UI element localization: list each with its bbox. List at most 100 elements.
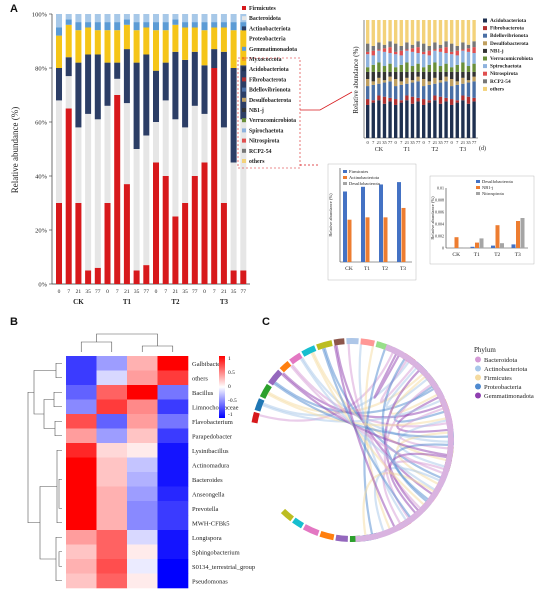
inset-top-bar-segment [438, 80, 443, 83]
panel-a-group-label: CK [73, 298, 84, 306]
inset-top-bar-segment [394, 99, 398, 105]
inset-top-bar-segment [399, 81, 403, 85]
inset-top-bar-segment [394, 104, 398, 138]
heatmap-cell [66, 559, 97, 574]
panel-a-bar-segment [85, 14, 92, 23]
panel-a-xtick-label: 77 [95, 289, 101, 295]
panel-b-heatmap: Galbibacter others Bacillus Limnochordaceae… [27, 333, 255, 594]
inset-mid-xtick-label: T3 [400, 266, 406, 272]
inset-top-bar-segment [422, 54, 426, 68]
legend-label: Bacteroidota [249, 16, 281, 22]
panel-a-xtick-label: 7 [213, 289, 216, 295]
inset-top-bar-segment [371, 50, 375, 56]
chord-ribbon [385, 367, 428, 409]
inset-top-bar-segment [399, 20, 403, 46]
inset-mid-chart: CK T1 T2 T3 FirmicutesActinobacteriotaDesulf… [327, 163, 417, 281]
panel-a-xtick-label: 21 [173, 289, 179, 295]
heatmap-cell [96, 356, 128, 371]
panel-a-bar-segment [56, 203, 63, 284]
panel-a-bar-segment [104, 14, 111, 23]
inset-top-bar-segment [366, 99, 370, 105]
inset-top-bar-segment [366, 79, 370, 87]
inset-top-bar-segment [371, 100, 375, 103]
inset-top-bar-segment [466, 71, 471, 81]
heatmap-row-label: Parapedobacter [192, 433, 233, 440]
panel-a-bar-segment [211, 14, 218, 23]
heatmap-row-label: Prevotella [192, 506, 218, 513]
heatmap-cell [157, 370, 189, 386]
panel-a-bar-segment [182, 14, 189, 23]
inset-top-bar-segment [388, 41, 392, 48]
legend-label: others [249, 159, 265, 165]
legend-label: NB1-j [249, 108, 264, 114]
inset-top-bar-segment [394, 86, 398, 100]
panel-a-xtick-label: 35 [85, 289, 91, 295]
legend-label: Verrucomicrobiota [249, 118, 296, 124]
inset-top-bar-segment [366, 67, 370, 72]
panel-a-bar-segment [153, 14, 160, 23]
inset-top-bar-segment [450, 54, 454, 68]
inset-top-bar-segment [405, 20, 409, 43]
inset-top-bar-segment [461, 49, 465, 51]
inset-mid-xtick-label: T2 [382, 266, 388, 272]
inset-top-bar-segment [427, 45, 431, 51]
inset-top-bar-segment [472, 101, 476, 138]
chord-legend-label: Proteobacteria [484, 384, 522, 391]
inset-top-xtick-label: 21 [377, 140, 382, 145]
panel-a-xtick-label: 0 [155, 289, 158, 295]
panel-a-xtick-label: 0 [106, 289, 109, 295]
inset-top-bar-segment [450, 79, 454, 87]
inset-top-xtick-label: 77 [472, 140, 477, 145]
chord-ribbon [396, 431, 448, 485]
legend-swatch [242, 36, 246, 41]
inset-top-bar-segment [444, 53, 448, 64]
inset-top-xtick-label: 35 [438, 140, 443, 145]
inset-top-bar-segment [466, 82, 471, 97]
heatmap-cell [157, 544, 189, 560]
inset-top-bar-segment [438, 96, 443, 104]
inset-top-bar-segment [433, 50, 437, 63]
heatmap-row-label: S0134_terrestrial_group [192, 564, 255, 571]
legend-highlight-box [237, 57, 301, 169]
panel-a-bar-segment [133, 270, 140, 284]
inset-top-bar-segment [450, 104, 454, 138]
panel-a-bars [56, 14, 247, 284]
heatmap-row-label: Anseongella [192, 491, 225, 498]
heatmap-cell [157, 530, 189, 545]
inset-top-bar-segment [422, 51, 426, 55]
panel-a-bar-segment [85, 113, 92, 271]
inset-top-bar-segment [388, 76, 392, 82]
panel-a-bar-segment [56, 100, 63, 203]
panel-a-bar-segment [114, 95, 121, 284]
inset-top-bar-segment [388, 81, 392, 98]
inset-top-bar-segment [433, 95, 437, 101]
inset-top-bar-segment [416, 53, 420, 64]
panel-a-bar-segment [114, 78, 121, 95]
legend-swatch [483, 64, 487, 69]
panel-a-bar-segment [201, 113, 208, 163]
legend-swatch [475, 392, 481, 399]
inset-top-bar-segment [382, 51, 387, 67]
panel-a-group-label: T2 [171, 298, 180, 306]
inset-top-bar-segment [382, 44, 387, 49]
panel-a-bar-segment [182, 22, 189, 28]
panel-a-letter: A [10, 3, 18, 15]
inset-top-bar-segment [394, 79, 398, 87]
inset-top-bar-segment [438, 48, 443, 52]
chord-ribbon [397, 419, 447, 468]
heatmap-cell [96, 414, 128, 429]
inset-mid-xtick-label: T1 [364, 266, 370, 272]
panel-a-bar-segment [162, 30, 169, 63]
heatmap-cell [66, 385, 97, 400]
panel-a-xtick-label: 35 [134, 289, 140, 295]
inset-mid-frame [327, 163, 417, 281]
inset-top-bar-segment [461, 71, 465, 78]
inset-top-bar-segment [433, 49, 437, 51]
chord-arc [301, 345, 317, 357]
inset-top-xtick-label: 7 [428, 140, 431, 145]
panel-a-bar-segment [220, 22, 227, 28]
heatmap-cell [96, 472, 128, 487]
inset-top-bar-segment [461, 50, 465, 63]
inset-top-bar-segment [438, 44, 443, 49]
heatmap-cell [66, 530, 97, 545]
